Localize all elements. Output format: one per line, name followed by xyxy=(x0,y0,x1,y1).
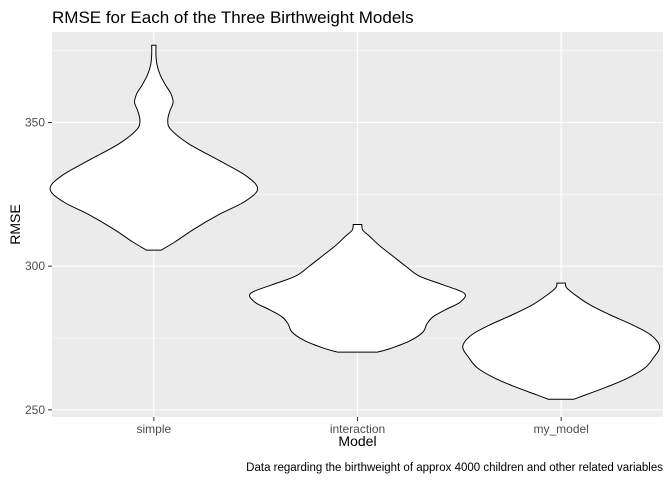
x-axis-title: Model xyxy=(338,433,376,449)
y-tick-label: 300 xyxy=(25,259,45,273)
y-tick-label: 350 xyxy=(25,116,45,130)
violin-interaction xyxy=(249,224,466,353)
y-axis-title: RMSE xyxy=(7,204,23,244)
axes: 250 300 350 simple interaction my_model xyxy=(25,116,589,436)
violin-simple xyxy=(49,44,259,251)
violins xyxy=(49,44,661,400)
x-tick-label: interaction xyxy=(330,422,385,436)
x-tick-label: simple xyxy=(136,422,171,436)
x-tick-label: my_model xyxy=(533,422,588,436)
violin-my-model xyxy=(462,282,661,400)
chart-caption: Data regarding the birthweight of approx… xyxy=(246,462,663,474)
chart-title: RMSE for Each of the Three Birthweight M… xyxy=(52,8,414,27)
y-tick-label: 250 xyxy=(25,403,45,417)
